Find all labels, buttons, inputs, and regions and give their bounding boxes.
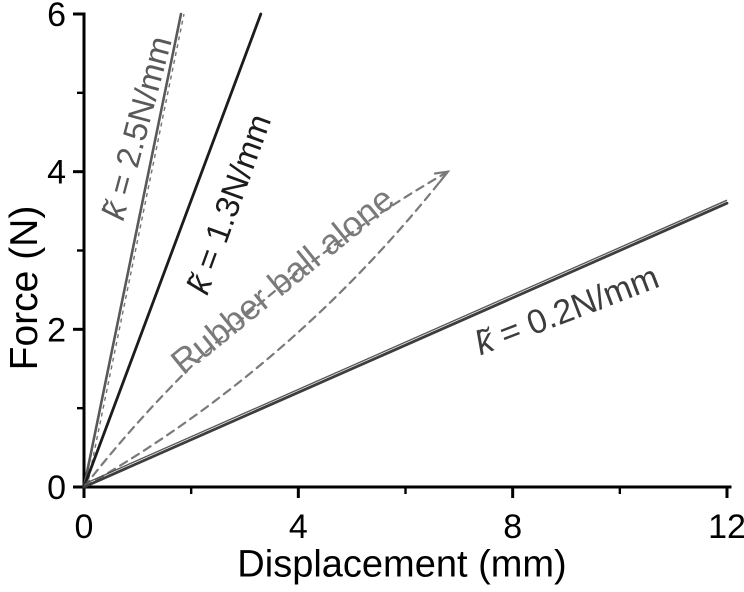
x-tick-label: 8 bbox=[503, 508, 522, 546]
series-double-trace bbox=[83, 199, 728, 485]
x-axis-title: Displacement (mm) bbox=[237, 543, 567, 586]
y-tick-label: 4 bbox=[47, 154, 66, 192]
arrowhead-icon bbox=[433, 170, 451, 184]
x-tick-label: 4 bbox=[289, 508, 308, 546]
series-double-trace bbox=[86, 13, 185, 488]
series-stiffness-0.2-n-mm bbox=[82, 201, 729, 489]
y-tick-label: 2 bbox=[47, 311, 66, 349]
series-rubber-ball-alone-unloading- bbox=[82, 170, 449, 489]
y-tick-label: 6 bbox=[47, 0, 66, 34]
series-stiffness-2.5-n-mm bbox=[82, 12, 183, 489]
x-tick-label: 12 bbox=[708, 508, 744, 546]
series-rubber-ball-alone-loading- bbox=[82, 170, 449, 489]
y-tick-label: 0 bbox=[47, 469, 66, 507]
x-tick-label: 0 bbox=[75, 508, 94, 546]
series-stiffness-1.3-n-mm bbox=[82, 12, 263, 489]
axes-frame bbox=[82, 12, 732, 489]
y-axis-title: Force (N) bbox=[3, 205, 46, 371]
